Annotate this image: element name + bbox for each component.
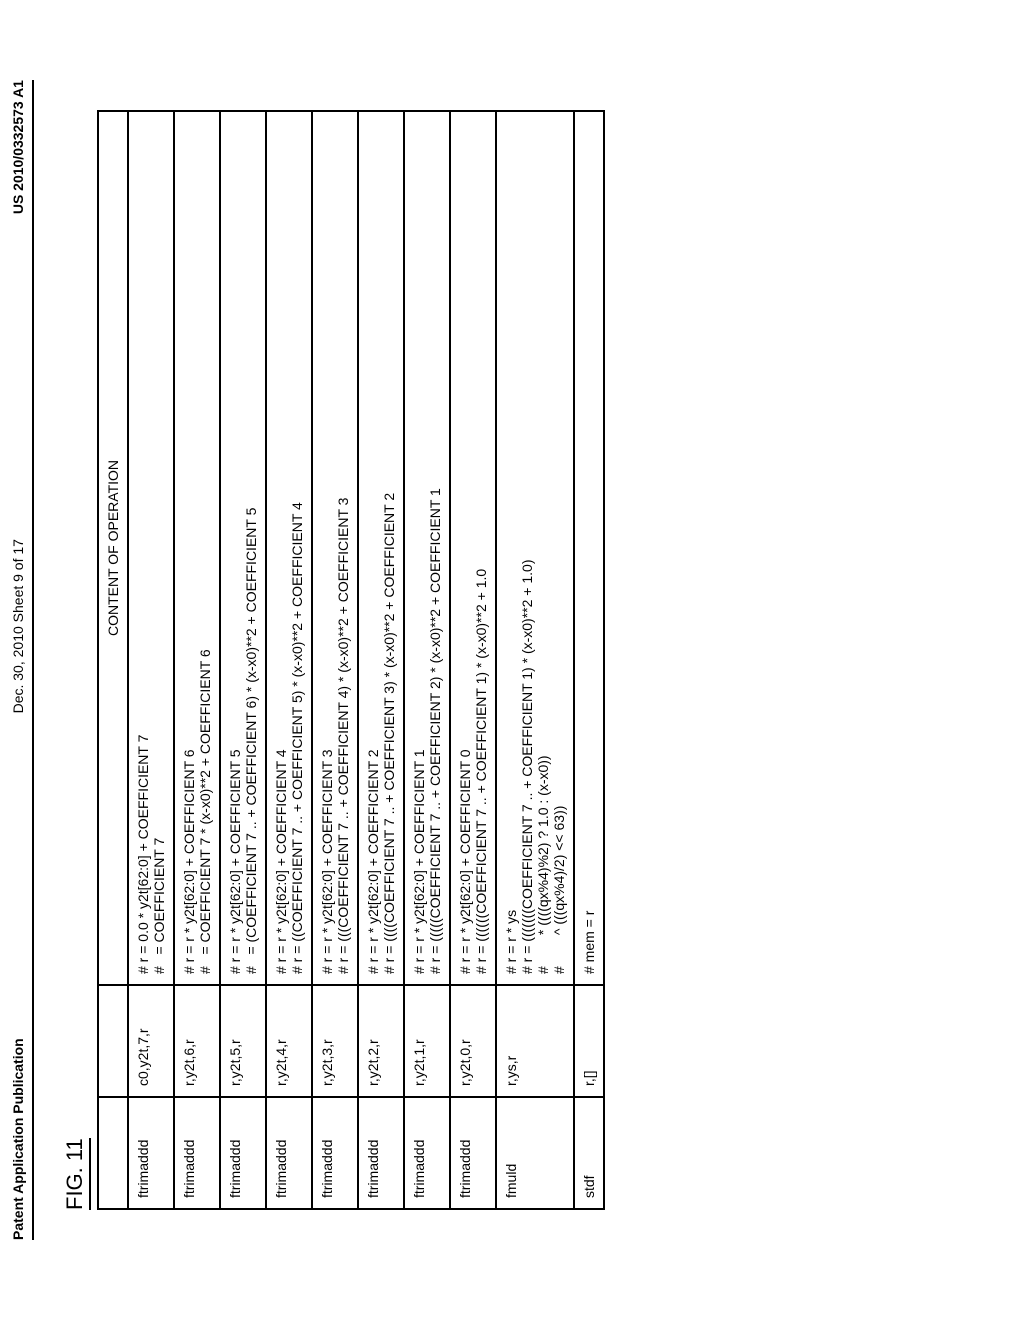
header-center: Dec. 30, 2010 Sheet 9 of 17	[10, 539, 26, 713]
page-header: Patent Application Publication Dec. 30, …	[0, 0, 30, 1320]
cell-mnemonic: stdf	[574, 1097, 604, 1209]
content-line: # r = ((((COEFFICIENT 7 .. + COEFFICIENT…	[381, 122, 397, 974]
cell-content: # mem = r	[574, 111, 604, 985]
content-line: # r = (((((COEFFICIENT 7 .. + COEFFICIEN…	[427, 122, 443, 974]
content-line: # r = r * y2t[62:0] + COEFFICIENT 4	[273, 122, 289, 974]
content-line: # r = ((((((COEFFICIENT 7 .. + COEFFICIE…	[473, 122, 489, 974]
content-line: # mem = r	[581, 122, 597, 974]
content-line: # r = (((COEFFICIENT 7 .. + COEFFICIENT …	[335, 122, 351, 974]
cell-content: # r = 0.0 * y2t[62:0] + COEFFICIENT 7# =…	[128, 111, 174, 985]
table-row: ftrimadddr,y2t,3,r# r = r * y2t[62:0] + …	[312, 111, 358, 1209]
cell-mnemonic: ftrimaddd	[220, 1097, 266, 1209]
content-line: # r = r * y2t[62:0] + COEFFICIENT 1	[411, 122, 427, 974]
cell-mnemonic: ftrimaddd	[358, 1097, 404, 1209]
cell-operands: r,y2t,6,r	[174, 985, 220, 1097]
content-line: # r = 0.0 * y2t[62:0] + COEFFICIENT 7	[135, 122, 151, 974]
table-row: ftrimadddr,y2t,2,r# r = r * y2t[62:0] + …	[358, 111, 404, 1209]
content-line: # r = r * y2t[62:0] + COEFFICIENT 6	[181, 122, 197, 974]
content-line: # = (COEFFICIENT 7 .. + COEFFICIENT 6) *…	[243, 122, 259, 974]
header-rule	[32, 80, 34, 1240]
content-line: # r = ((COEFFICIENT 7 .. + COEFFICIENT 5…	[289, 122, 305, 974]
cell-content: # r = r * ys# r = (((((((COEFFICIENT 7 .…	[496, 111, 574, 985]
cell-operands: c0,y2t,7,r	[128, 985, 174, 1097]
table-row: ftrimadddr,y2t,0,r# r = r * y2t[62:0] + …	[450, 111, 496, 1209]
content-line: # r = r * ys	[503, 122, 519, 974]
content-line: # r = r * y2t[62:0] + COEFFICIENT 2	[365, 122, 381, 974]
col-header-content: CONTENT OF OPERATION	[98, 111, 128, 985]
cell-operands: r,y2t,3,r	[312, 985, 358, 1097]
table-row: ftrimadddr,y2t,5,r# r = r * y2t[62:0] + …	[220, 111, 266, 1209]
table-row: fmuldr,ys,r# r = r * ys# r = (((((((COEF…	[496, 111, 574, 1209]
col-header-operands	[98, 985, 128, 1097]
cell-content: # r = r * y2t[62:0] + COEFFICIENT 0# r =…	[450, 111, 496, 985]
cell-content: # r = r * y2t[62:0] + COEFFICIENT 1# r =…	[404, 111, 450, 985]
col-header-mnemonic	[98, 1097, 128, 1209]
cell-mnemonic: ftrimaddd	[450, 1097, 496, 1209]
cell-content: # r = r * y2t[62:0] + COEFFICIENT 2# r =…	[358, 111, 404, 985]
content-line: # r = (((((((COEFFICIENT 7 .. + COEFFICI…	[519, 122, 535, 974]
cell-operands: r,ys,r	[496, 985, 574, 1097]
cell-mnemonic: fmuld	[496, 1097, 574, 1209]
header-left: Patent Application Publication	[10, 1038, 26, 1240]
content-line: # * ((((qx%4)%2) ? 1.0 : (x-x0))	[535, 122, 551, 974]
instruction-table: CONTENT OF OPERATION ftrimadddc0,y2t,7,r…	[97, 110, 605, 1210]
cell-mnemonic: ftrimaddd	[128, 1097, 174, 1209]
content-line: # r = r * y2t[62:0] + COEFFICIENT 5	[227, 122, 243, 974]
cell-operands: r,[]	[574, 985, 604, 1097]
cell-operands: r,y2t,5,r	[220, 985, 266, 1097]
content-line: # = COEFFICIENT 7	[151, 122, 167, 974]
table-row: ftrimadddc0,y2t,7,r# r = 0.0 * y2t[62:0]…	[128, 111, 174, 1209]
cell-content: # r = r * y2t[62:0] + COEFFICIENT 5# = (…	[220, 111, 266, 985]
content-line: # r = r * y2t[62:0] + COEFFICIENT 0	[457, 122, 473, 974]
cell-content: # r = r * y2t[62:0] + COEFFICIENT 3# r =…	[312, 111, 358, 985]
content-line: # = COEFFICIENT 7 * (x-x0)**2 + COEFFICI…	[197, 122, 213, 974]
table-header-row: CONTENT OF OPERATION	[98, 111, 128, 1209]
rotated-page: Patent Application Publication Dec. 30, …	[0, 0, 1024, 1320]
figure-label: FIG. 11	[62, 1138, 91, 1210]
content-line: # r = r * y2t[62:0] + COEFFICIENT 3	[319, 122, 335, 974]
cell-mnemonic: ftrimaddd	[404, 1097, 450, 1209]
table-row: ftrimadddr,y2t,6,r# r = r * y2t[62:0] + …	[174, 111, 220, 1209]
table-row: stdfr,[] # mem = r	[574, 111, 604, 1209]
cell-operands: r,y2t,2,r	[358, 985, 404, 1097]
cell-operands: r,y2t,4,r	[266, 985, 312, 1097]
cell-content: # r = r * y2t[62:0] + COEFFICIENT 4# r =…	[266, 111, 312, 985]
table-row: ftrimadddr,y2t,1,r# r = r * y2t[62:0] + …	[404, 111, 450, 1209]
cell-operands: r,y2t,0,r	[450, 985, 496, 1097]
content-line: # ^ (((qx%4)/2) << 63))	[551, 122, 567, 974]
header-right: US 2010/0332573 A1	[10, 80, 26, 214]
cell-mnemonic: ftrimaddd	[266, 1097, 312, 1209]
cell-mnemonic: ftrimaddd	[174, 1097, 220, 1209]
cell-mnemonic: ftrimaddd	[312, 1097, 358, 1209]
table-row: ftrimadddr,y2t,4,r# r = r * y2t[62:0] + …	[266, 111, 312, 1209]
cell-operands: r,y2t,1,r	[404, 985, 450, 1097]
cell-content: # r = r * y2t[62:0] + COEFFICIENT 6# = C…	[174, 111, 220, 985]
